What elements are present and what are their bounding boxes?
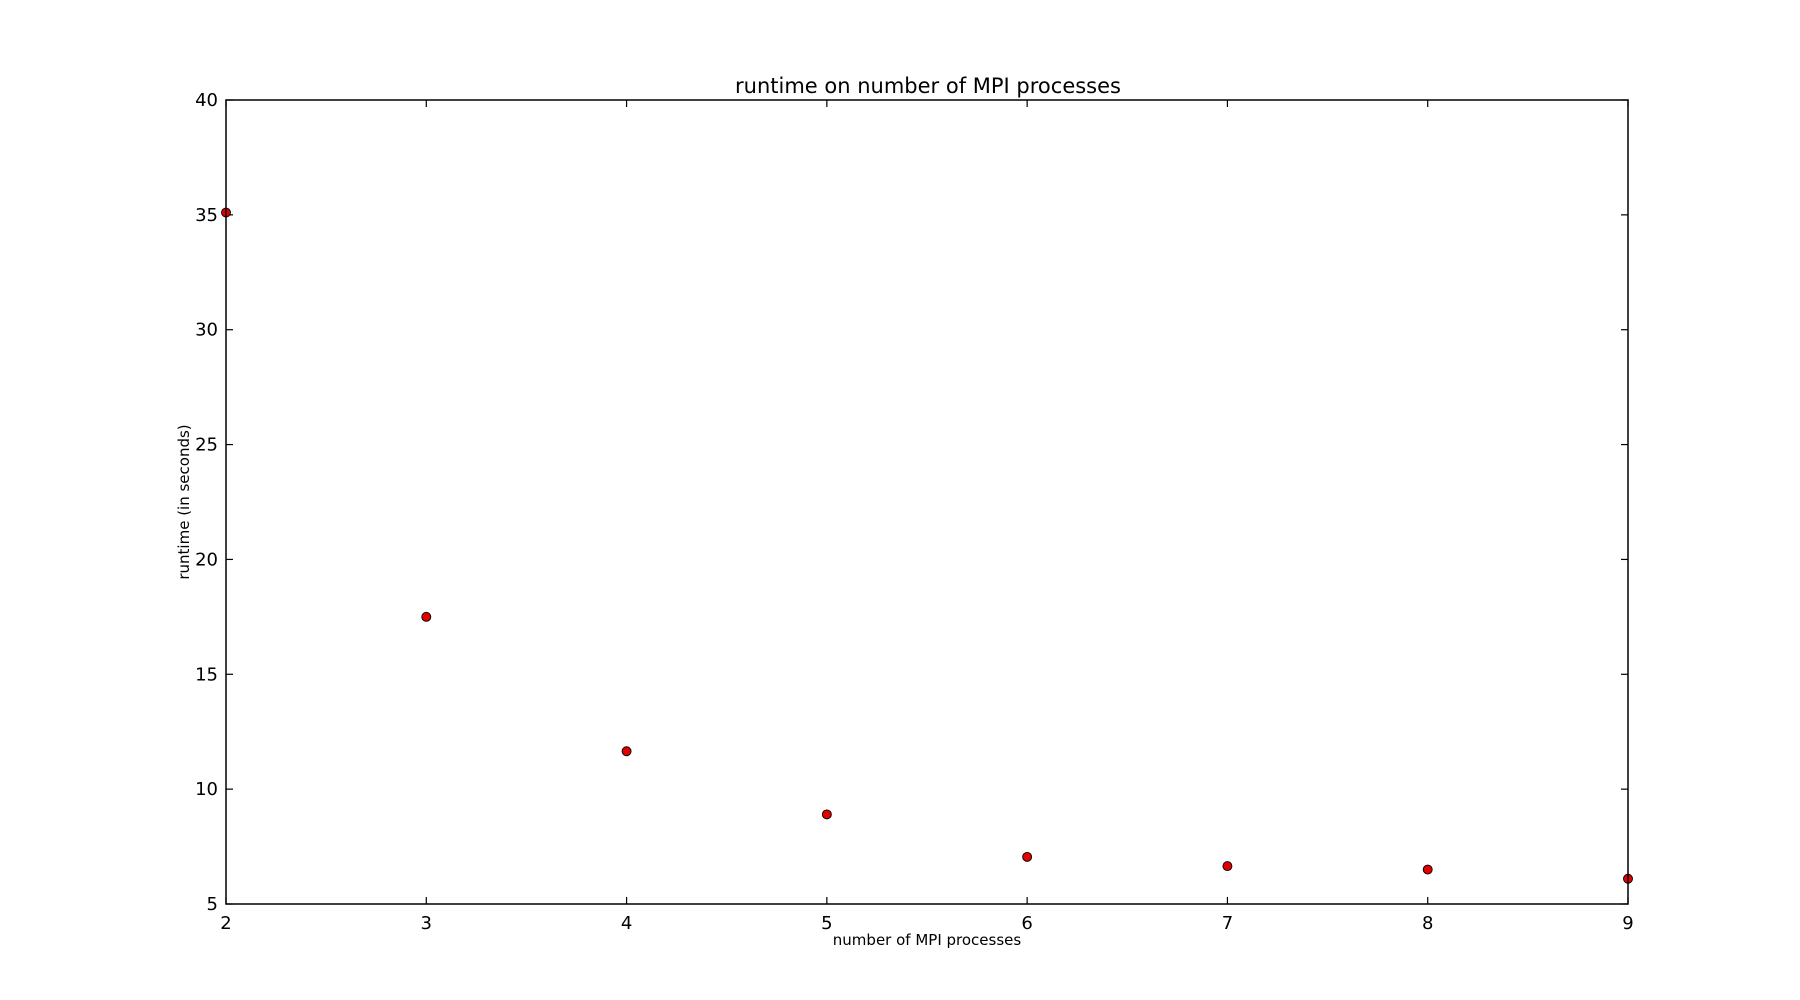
x-tick-label: 5 (821, 913, 832, 934)
plot-area (226, 100, 1628, 904)
x-axis-ticks: 2 3 4 5 6 7 8 9 (220, 100, 1634, 934)
y-axis-ticks: 5 10 15 20 25 30 35 40 (195, 90, 1628, 915)
y-tick-label: 5 (207, 894, 218, 915)
x-axis-label: number of MPI processes (833, 931, 1022, 949)
y-tick-label: 40 (195, 90, 218, 111)
x-tick-label: 4 (621, 913, 632, 934)
y-tick-label: 35 (195, 205, 218, 226)
data-point (821, 809, 832, 820)
x-tick-label: 2 (220, 913, 231, 934)
y-tick-label: 15 (195, 664, 218, 685)
x-tick-label: 9 (1622, 913, 1633, 934)
data-point (1022, 851, 1033, 862)
y-tick-label: 30 (195, 320, 218, 341)
x-tick-label: 7 (1222, 913, 1233, 934)
x-tick-label: 8 (1422, 913, 1433, 934)
y-tick-label: 10 (195, 779, 218, 800)
data-point (1422, 864, 1433, 875)
chart-title: runtime on number of MPI processes (735, 74, 1121, 98)
plot-frame (225, 99, 1629, 905)
y-axis-label: runtime (in seconds) (175, 424, 193, 579)
data-point (1222, 861, 1233, 872)
y-tick-label: 25 (195, 435, 218, 456)
y-tick-label: 20 (195, 549, 218, 570)
x-tick-label: 6 (1021, 913, 1032, 934)
data-point (621, 746, 632, 757)
x-tick-label: 3 (421, 913, 432, 934)
data-point (421, 611, 432, 622)
